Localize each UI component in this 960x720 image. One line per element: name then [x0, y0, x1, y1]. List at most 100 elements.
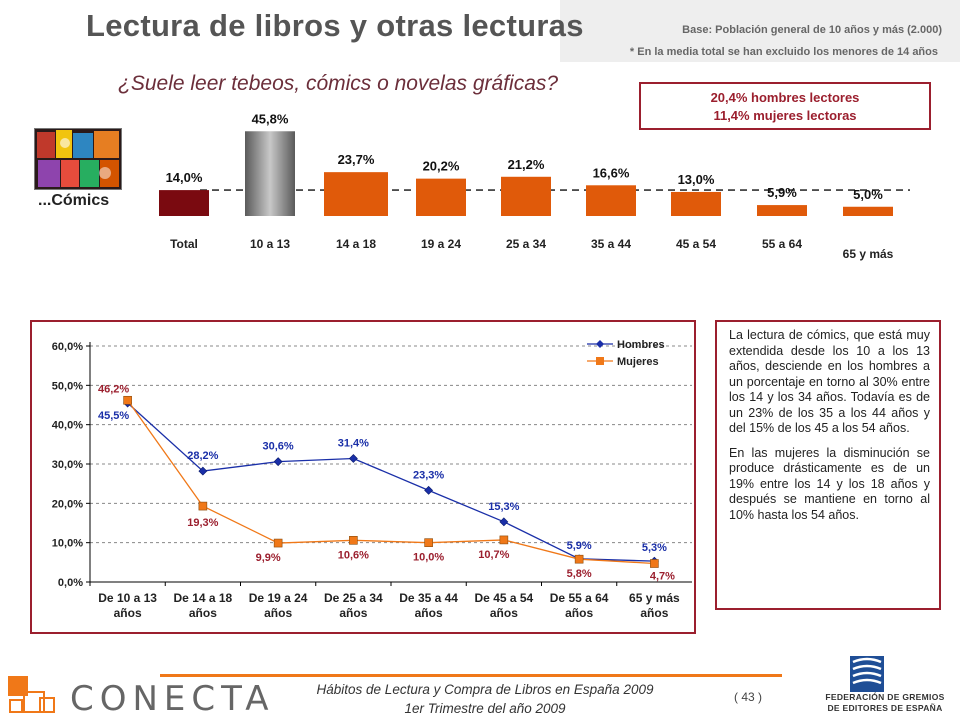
bar-5 [586, 185, 636, 216]
x-tick-label: años [490, 606, 518, 620]
fge-text: FEDERACIÓN DE GREMIOS DE EDITORES DE ESP… [820, 692, 950, 714]
comics-label: ...Cómics [38, 192, 110, 209]
point-value-label: 23,3% [413, 469, 444, 481]
hombres-point [348, 454, 358, 463]
point-value-label: 10,0% [413, 552, 444, 564]
point-value-label: 28,2% [187, 450, 218, 462]
y-tick-label: 20,0% [52, 498, 83, 510]
x-tick-label: años [339, 606, 367, 620]
gender-line-chart-panel: 0,0% 10,0% 20,0% 30,0% 40,0% 50,0% 60,0% De 10 … [30, 320, 696, 634]
bar-category-label: 65 y más [843, 247, 894, 261]
hombres-point [424, 485, 434, 495]
x-tick-label: De 19 a 24 [249, 591, 308, 605]
fge-logo-icon [850, 656, 884, 692]
point-value-label: 5,3% [642, 542, 667, 554]
gender-line-chart: 0,0% 10,0% 20,0% 30,0% 40,0% 50,0% 60,0% De 10 … [52, 339, 692, 620]
point-value-label: 31,4% [338, 437, 369, 449]
bar-6 [671, 191, 721, 216]
bar-category-label: 19 a 24 [421, 237, 461, 251]
legend-entry: Hombres [617, 339, 665, 351]
point-value-label: 30,6% [263, 441, 294, 453]
series-line-hombres [127, 402, 655, 562]
exclusion-note: * En la media total se han excluido los … [629, 46, 938, 58]
footer-title: Hábitos de Lectura y Compra de Libros en… [316, 682, 654, 697]
bar-value-label: 5,0% [853, 187, 883, 202]
hombres-point [198, 466, 208, 476]
base-note: Base: Población general de 10 años y más… [682, 24, 942, 36]
x-tick-label: años [415, 606, 443, 620]
x-tick-label: 65 y más [629, 591, 680, 605]
mujeres-point [349, 536, 358, 545]
bar-3 [416, 178, 466, 216]
bar-4 [501, 176, 551, 216]
fge-line-2: DE EDITORES DE ESPAÑA [827, 703, 943, 713]
x-tick-label: años [189, 606, 217, 620]
hombres-point [273, 457, 283, 467]
x-tick-label: años [114, 606, 142, 620]
gender-summary-box: 20,4% hombres lectores 11,4% mujeres lec… [639, 82, 931, 130]
y-tick-label: 50,0% [52, 380, 83, 392]
age-bar-chart: 14,0% Total 45,8% 10 a 13 23,7% 14 a 18 20,2% 1… [159, 111, 910, 261]
y-tick-label: 60,0% [52, 341, 83, 353]
point-value-label: 19,3% [187, 517, 218, 529]
mujeres-point [198, 501, 208, 511]
bar-category-label: 25 a 34 [506, 237, 546, 251]
mujeres-point [650, 559, 659, 568]
point-value-label: 4,7% [650, 571, 675, 583]
page-number: ( 43 ) [734, 690, 763, 704]
page-title: Lectura de libros y otras lecturas [86, 8, 584, 43]
summary-text-box: La lectura de cómics, que está muy exten… [715, 320, 941, 610]
bar-category-label: 35 a 44 [591, 237, 631, 251]
x-tick-label: años [264, 606, 292, 620]
x-tick-label: De 10 a 13 [98, 591, 157, 605]
y-tick-label: 40,0% [52, 420, 83, 432]
bar-value-label: 13,0% [678, 172, 715, 187]
summary-paragraph-2: En las mujeres la disminución se produce… [729, 445, 930, 522]
title-band [560, 0, 960, 62]
mujeres-point [499, 535, 509, 545]
mujeres-point [123, 395, 132, 405]
footer-subtitle: 1er Trimestre del año 2009 [404, 701, 566, 716]
comics-covers-image [34, 128, 122, 190]
bar-value-label: 5,9% [767, 185, 797, 200]
bar-value-label: 23,7% [338, 152, 375, 167]
x-tick-label: años [640, 606, 668, 620]
x-tick-label: años [565, 606, 593, 620]
bar-value-label: 45,8% [252, 111, 289, 126]
series-line-mujeres [127, 399, 655, 565]
point-value-label: 46,2% [98, 383, 129, 395]
hombres-point [499, 517, 509, 527]
bar-category-label: 45 a 54 [676, 237, 716, 251]
x-tick-label: De 14 a 18 [174, 591, 233, 605]
point-value-label: 45,5% [98, 410, 129, 422]
mujeres-point [574, 554, 584, 564]
x-tick-label: De 25 a 34 [324, 591, 383, 605]
bar-category-label: 10 a 13 [250, 237, 290, 251]
legend-marker [596, 340, 604, 348]
y-tick-label: 0,0% [58, 577, 83, 589]
women-readers-text: 11,4% mujeres lectoras [713, 108, 857, 123]
bar-value-label: 20,2% [423, 159, 460, 174]
bar-value-label: 21,2% [508, 157, 545, 172]
bar-0 [159, 190, 209, 216]
bar-value-label: 14,0% [166, 170, 203, 185]
legend-marker [596, 357, 604, 365]
conecta-wordmark: CONECTA [70, 679, 275, 719]
mujeres-point [273, 538, 283, 548]
conecta-logo-icon [8, 676, 55, 713]
bar-8 [843, 206, 893, 216]
bar-category-label: Total [170, 237, 198, 251]
footer-divider [160, 674, 782, 677]
bar-category-label: 14 a 18 [336, 237, 376, 251]
survey-question: ¿Suele leer tebeos, cómics o novelas grá… [118, 72, 559, 95]
x-tick-label: De 55 a 64 [550, 591, 609, 605]
mujeres-point [424, 538, 433, 547]
y-tick-label: 10,0% [52, 538, 83, 550]
point-value-label: 5,9% [567, 540, 592, 552]
bar-1 [245, 131, 295, 216]
bar-category-label: 55 a 64 [762, 237, 802, 251]
point-value-label: 5,8% [567, 568, 592, 580]
legend-entry: Mujeres [617, 356, 659, 368]
point-value-label: 9,9% [256, 552, 281, 564]
point-value-label: 10,7% [478, 549, 509, 561]
